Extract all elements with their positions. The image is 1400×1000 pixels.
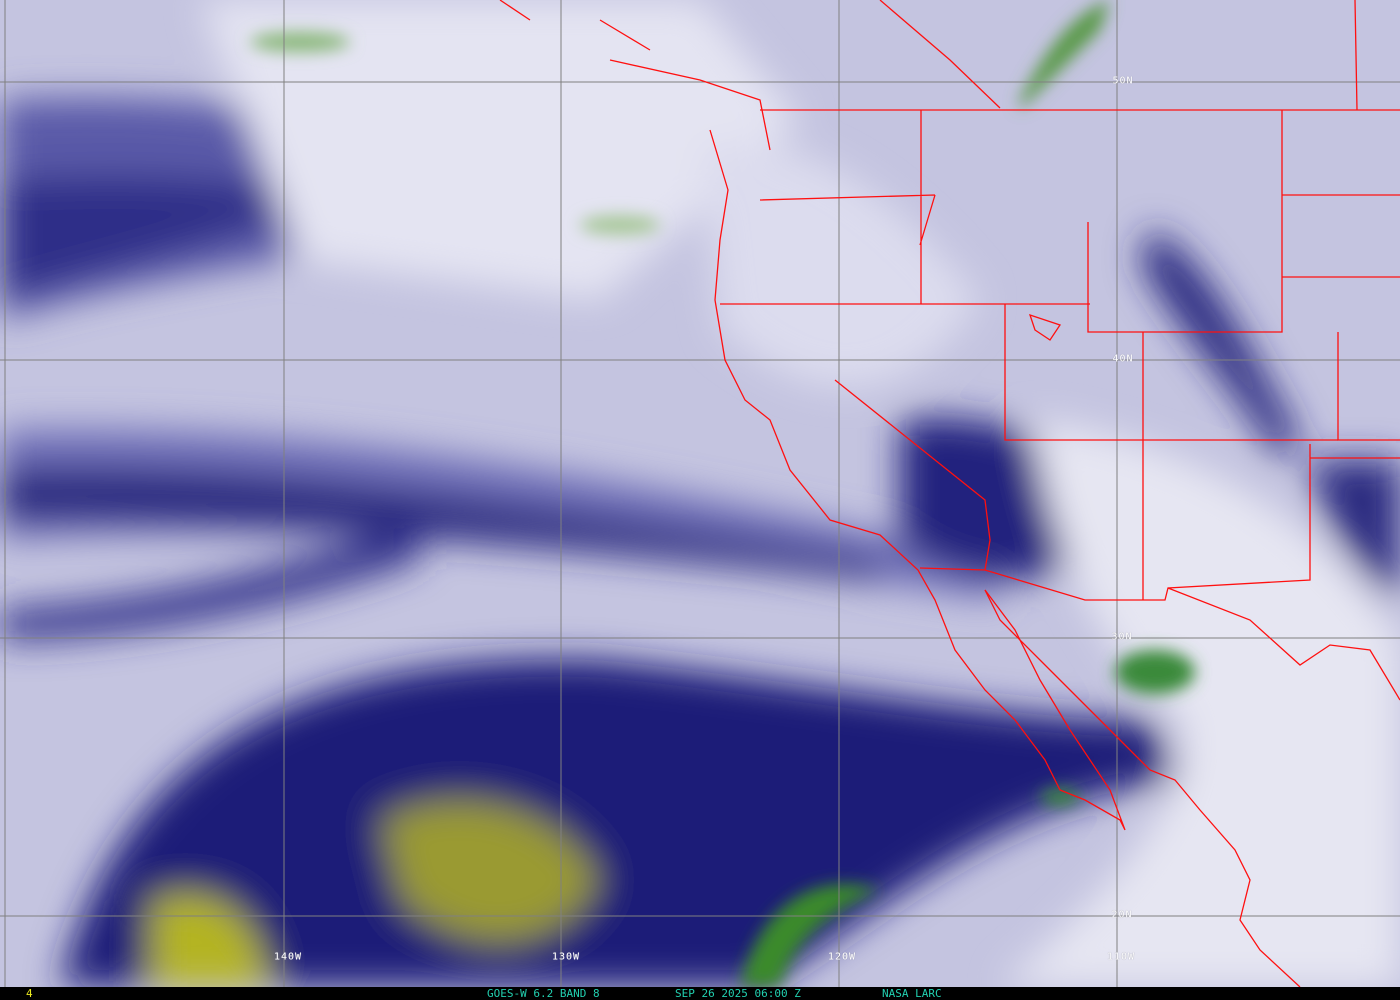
political-borders [499, 0, 1400, 987]
lat-label-20n: 20N [1111, 909, 1133, 921]
status-bar: 4 GOES-W 6.2 BAND 8 SEP 26 2025 06:00 Z … [0, 987, 1400, 1000]
frame-number: 4 [26, 987, 33, 1000]
lon-label-140w: 140W [273, 951, 303, 963]
datetime: SEP 26 2025 06:00 Z [675, 987, 801, 1000]
lon-label-110w: 110W [1106, 951, 1136, 963]
lat-label-30n: 30N [1111, 631, 1133, 643]
satellite-band: GOES-W 6.2 BAND 8 [487, 987, 600, 1000]
lat-label-40n: 40N [1112, 353, 1134, 365]
source: NASA LARC [882, 987, 942, 1000]
lat-label-50n: 50N [1112, 75, 1134, 87]
lon-label-120w: 120W [827, 951, 857, 963]
lon-label-130w: 130W [551, 951, 581, 963]
